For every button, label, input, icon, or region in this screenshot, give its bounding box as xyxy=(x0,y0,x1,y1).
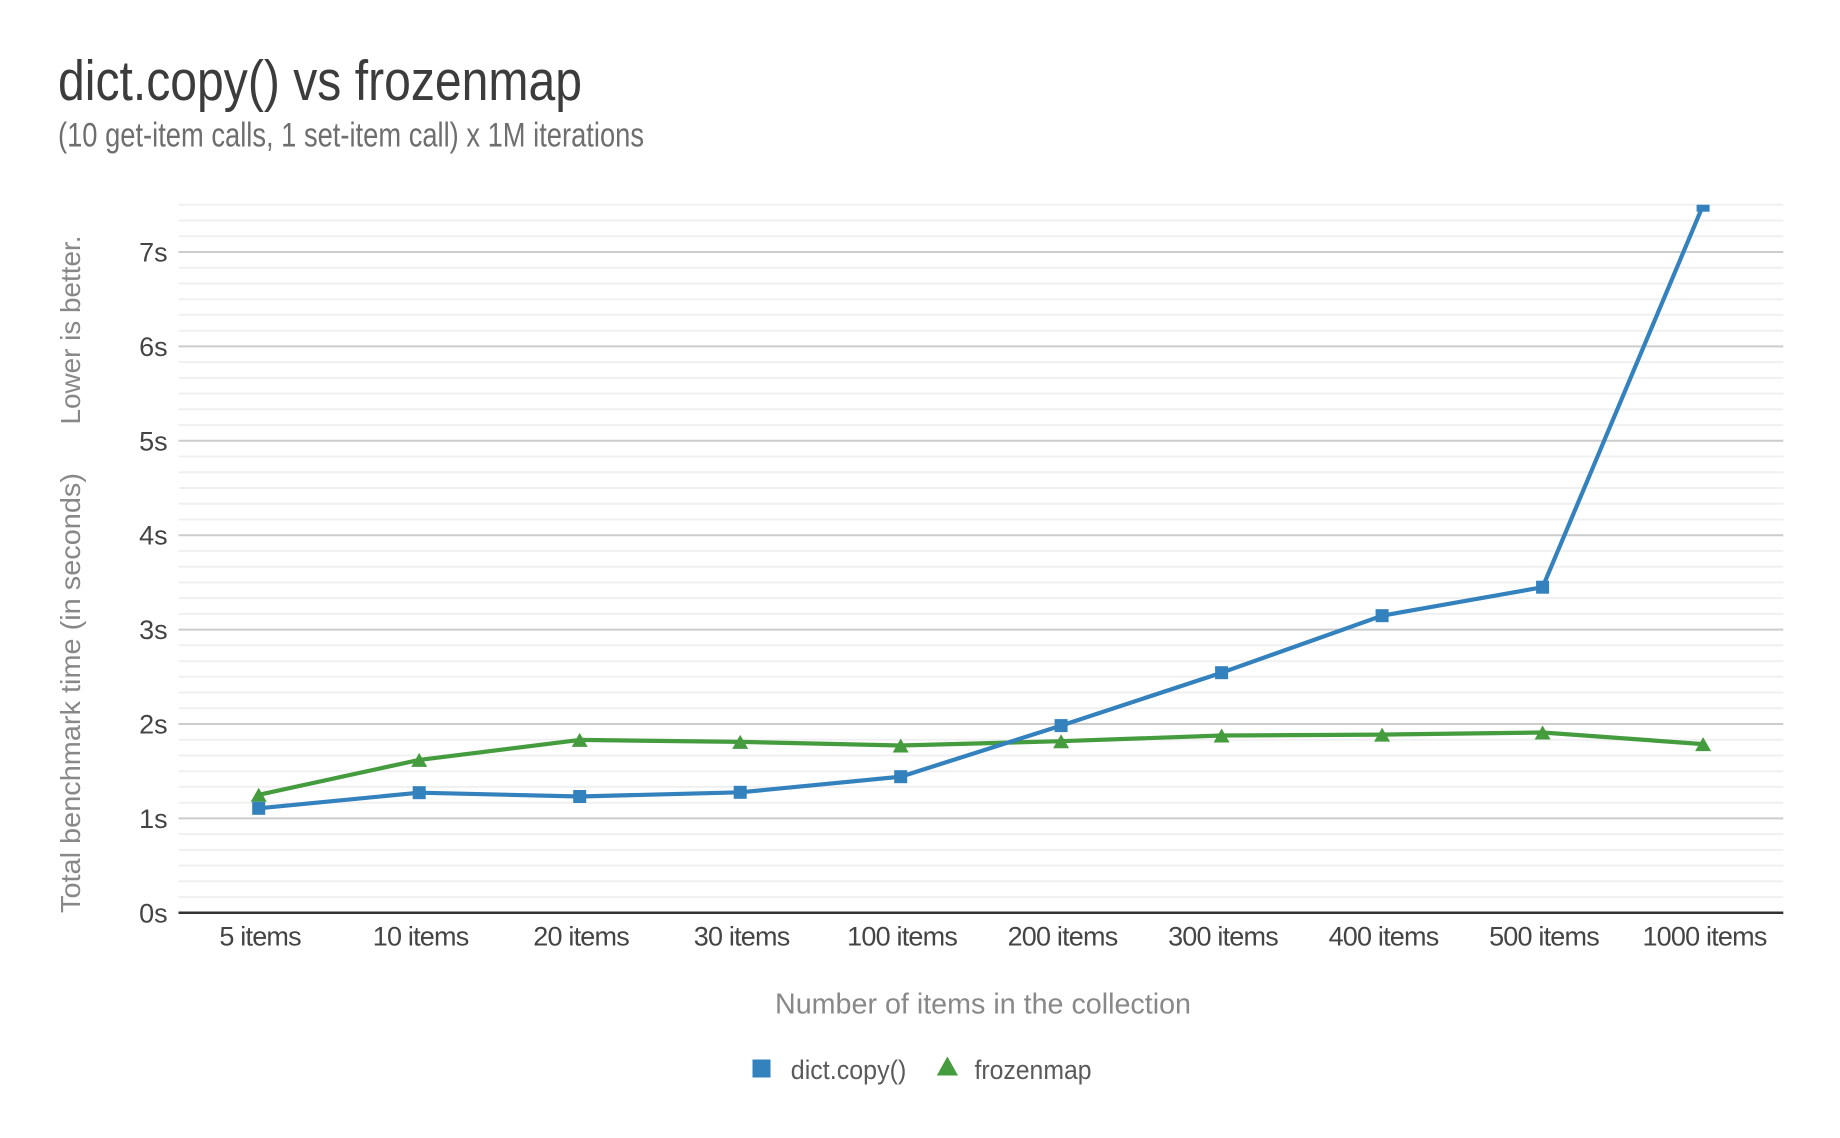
svg-text:1s: 1s xyxy=(139,804,168,834)
svg-text:Number of items in the collect: Number of items in the collection xyxy=(775,988,1191,1020)
svg-text:3s: 3s xyxy=(139,615,168,645)
svg-text:6s: 6s xyxy=(139,332,168,362)
svg-text:10 items: 10 items xyxy=(373,922,469,952)
svg-text:Total benchmark time (in secon: Total benchmark time (in seconds) xyxy=(55,473,86,913)
svg-text:1000 items: 1000 items xyxy=(1642,922,1766,952)
svg-text:30 items: 30 items xyxy=(694,922,790,952)
svg-text:frozenmap: frozenmap xyxy=(975,1055,1092,1085)
svg-text:dict.copy() vs frozenmap: dict.copy() vs frozenmap xyxy=(58,49,582,113)
svg-text:400 items: 400 items xyxy=(1329,922,1439,952)
svg-text:300 items: 300 items xyxy=(1168,922,1278,952)
svg-text:4s: 4s xyxy=(139,521,168,551)
svg-text:5 items: 5 items xyxy=(219,922,301,952)
svg-text:5s: 5s xyxy=(139,426,168,456)
svg-text:500 items: 500 items xyxy=(1489,922,1599,952)
svg-text:100 items: 100 items xyxy=(847,922,957,952)
svg-text:200 items: 200 items xyxy=(1008,922,1118,952)
svg-text:7s: 7s xyxy=(139,238,168,268)
svg-text:dict.copy(): dict.copy() xyxy=(791,1055,907,1085)
svg-text:2s: 2s xyxy=(139,710,168,740)
svg-text:Lower is better.: Lower is better. xyxy=(55,236,86,425)
svg-text:(10 get-item calls, 1 set-item: (10 get-item calls, 1 set-item call) x 1… xyxy=(58,117,644,155)
svg-text:20 items: 20 items xyxy=(533,922,629,952)
svg-text:0s: 0s xyxy=(139,898,168,928)
